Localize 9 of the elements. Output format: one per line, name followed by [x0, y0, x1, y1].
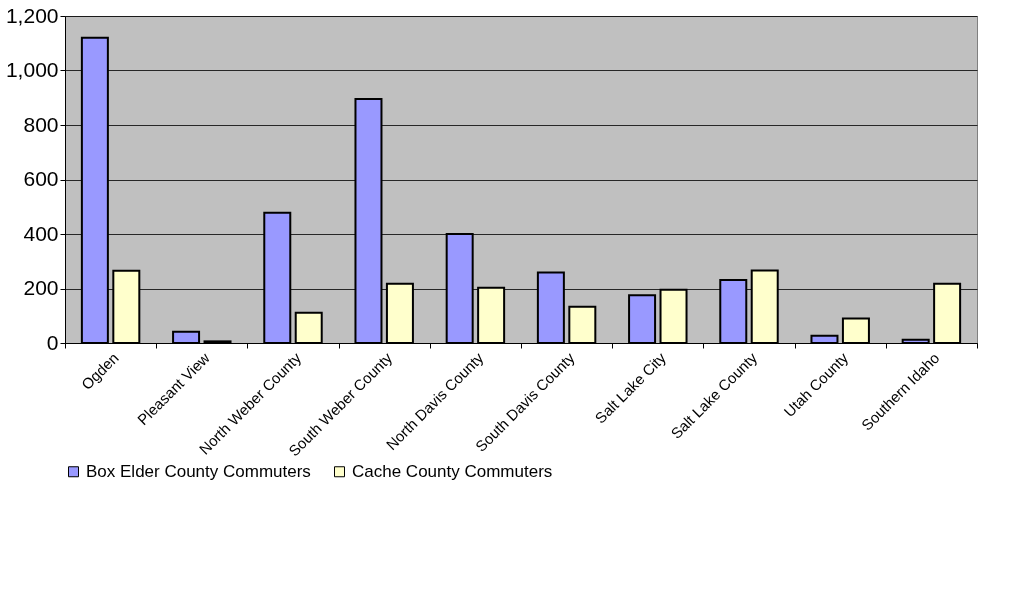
y-tick-label: 800 — [23, 112, 59, 136]
legend-label: Box Elder County Commuters — [86, 461, 311, 481]
y-tick-label: 0 — [46, 330, 59, 354]
y-tick-label: 1,000 — [5, 58, 59, 81]
y-tick-label: 400 — [23, 221, 59, 245]
y-tick-label: 200 — [23, 276, 59, 299]
legend-label: Cache County Commuters — [352, 461, 553, 481]
y-tick-label: 600 — [23, 167, 59, 190]
y-tick-label: 1,200 — [5, 3, 59, 27]
